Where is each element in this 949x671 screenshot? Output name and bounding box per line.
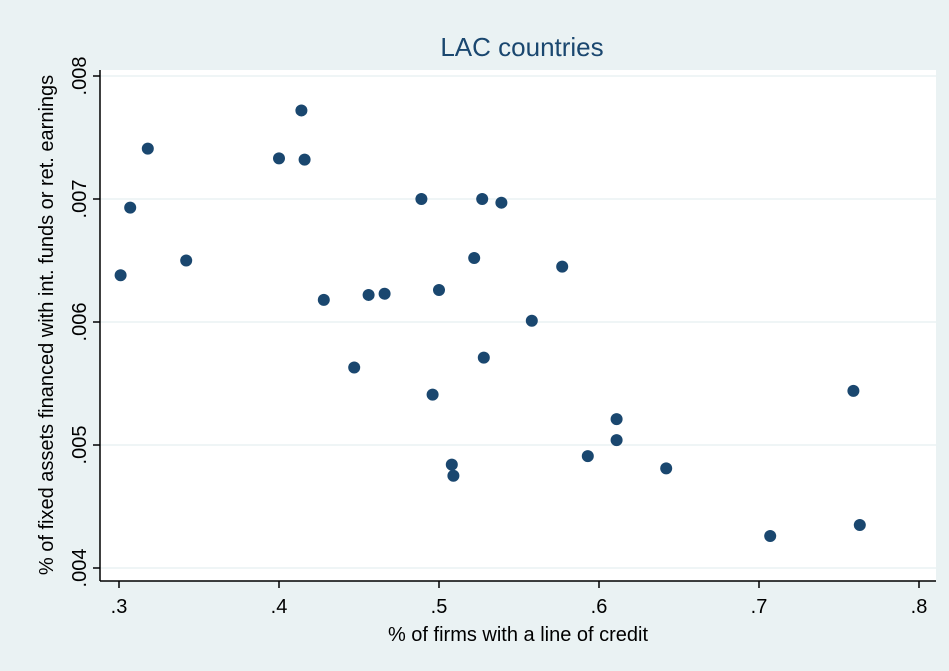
chart-title: LAC countries: [440, 32, 603, 62]
x-tick-label: .7: [751, 596, 768, 618]
scatter-points: [114, 104, 866, 543]
scatter-point: [433, 284, 445, 297]
scatter-point: [447, 469, 460, 482]
scatter-point: [362, 288, 375, 301]
scatter-point: [317, 293, 330, 306]
scatter-point: [525, 314, 538, 327]
y-tick-label: .007: [69, 180, 91, 219]
scatter-point: [468, 252, 481, 265]
x-tick-label: .5: [431, 596, 448, 618]
scatter-point: [853, 518, 866, 531]
scatter-point: [124, 201, 137, 214]
plot-area: [100, 70, 936, 581]
y-tick-label: .006: [69, 303, 91, 342]
x-axis-label: % of firms with a line of credit: [388, 624, 649, 646]
x-tick-label: .6: [591, 596, 608, 618]
x-tick-label: .3: [111, 596, 128, 618]
scatter-point: [415, 193, 428, 205]
scatter-point: [298, 153, 311, 166]
scatter-point: [847, 384, 860, 397]
y-axis-label: % of fixed assets financed with int. fun…: [36, 75, 58, 575]
scatter-point: [141, 142, 154, 155]
scatter-point: [476, 193, 489, 205]
x-tick-label: .4: [271, 596, 288, 618]
y-tick-label: .004: [69, 549, 91, 588]
scatter-point: [610, 434, 623, 447]
scatter-point: [445, 458, 458, 471]
scatter-point: [180, 254, 193, 267]
grid-lines: [100, 75, 936, 569]
scatter-point: [660, 462, 673, 475]
scatter-point: [348, 361, 361, 374]
axis-ticks: .004 .005 .006 .007 .008 .3 .4 .5 .6 .7 .8: [69, 57, 927, 618]
axes: [99, 70, 936, 582]
y-tick-label: .008: [69, 57, 91, 96]
scatter-point: [273, 152, 285, 165]
scatter-point: [556, 260, 569, 273]
scatter-point: [610, 413, 623, 426]
scatter-point: [495, 196, 508, 209]
scatter-point: [114, 269, 127, 282]
scatter-point: [477, 351, 490, 364]
x-tick-label: .8: [911, 596, 928, 618]
scatter-point: [295, 104, 308, 117]
scatter-point: [764, 530, 777, 543]
y-tick-label: .005: [69, 426, 91, 465]
scatter-point: [426, 388, 439, 401]
scatter-point: [378, 287, 391, 300]
scatter-point: [581, 450, 594, 463]
